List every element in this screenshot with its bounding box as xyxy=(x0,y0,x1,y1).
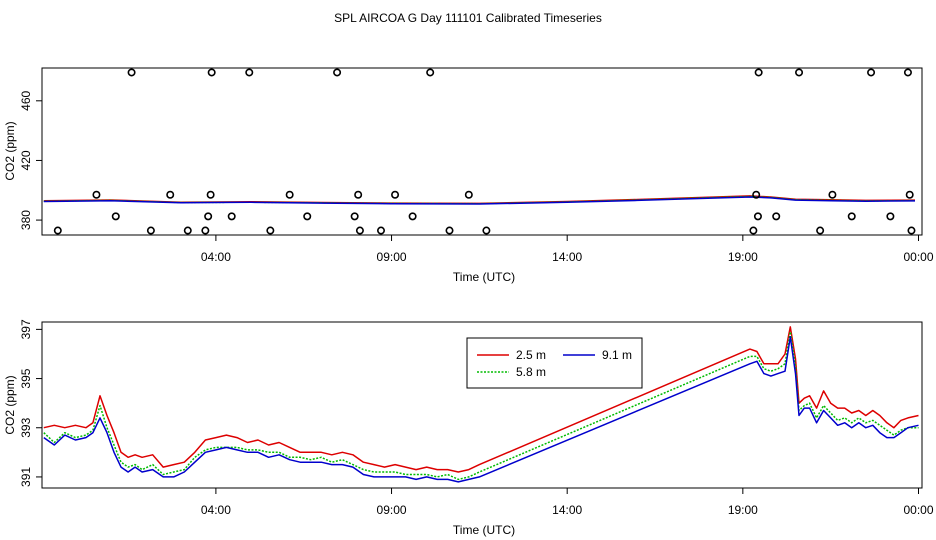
top-x-axis: 04:00 09:00 14:00 19:00 00:00 xyxy=(201,235,934,264)
scatter-point xyxy=(795,68,804,77)
legend: 2.5 m 9.1 m 5.8 m xyxy=(466,337,643,389)
series-line-9-1-m xyxy=(43,336,919,483)
scatter-point xyxy=(354,190,363,199)
scatter-point xyxy=(408,212,417,221)
scatter-point xyxy=(903,68,912,77)
x-tick-label: 14:00 xyxy=(552,250,582,264)
scatter-point xyxy=(426,68,435,77)
scatter-point xyxy=(111,212,120,221)
y-tick-label: 460 xyxy=(19,90,33,110)
scatter-point xyxy=(907,226,916,235)
scatter-point xyxy=(207,68,216,77)
scatter-point xyxy=(464,190,473,199)
y-tick-label: 380 xyxy=(19,210,33,230)
scatter-point xyxy=(333,68,342,77)
x-tick-label: 04:00 xyxy=(201,503,231,517)
bottom-y-axis: 391 393 395 397 xyxy=(19,319,42,487)
x-tick-label: 19:00 xyxy=(728,250,758,264)
scatter-point xyxy=(482,226,491,235)
x-tick-label: 09:00 xyxy=(377,250,407,264)
y-tick-label: 391 xyxy=(19,467,33,487)
top-x-axis-label: Time (UTC) xyxy=(453,270,515,284)
scatter-point xyxy=(285,190,294,199)
legend-label-2-5m: 2.5 m xyxy=(516,348,546,362)
y-tick-label: 420 xyxy=(19,150,33,170)
top-plot-frame xyxy=(41,67,923,236)
series-line-2-5-m xyxy=(43,326,919,473)
scatter-point xyxy=(867,68,876,77)
bottom-x-axis-label: Time (UTC) xyxy=(453,523,515,537)
scatter-point xyxy=(303,212,312,221)
y-tick-label: 397 xyxy=(19,319,33,339)
scatter-point xyxy=(752,190,761,199)
x-tick-label: 09:00 xyxy=(377,503,407,517)
y-tick-label: 393 xyxy=(19,417,33,437)
scatter-point xyxy=(828,190,837,199)
scatter-point xyxy=(183,226,192,235)
x-tick-label: 14:00 xyxy=(552,503,582,517)
top-y-axis: 380 420 460 xyxy=(19,90,42,230)
scatter-point xyxy=(92,190,101,199)
x-tick-label: 00:00 xyxy=(903,503,933,517)
scatter-point xyxy=(391,190,400,199)
figure-title: SPL AIRCOA G Day 111101 Calibrated Times… xyxy=(334,11,602,25)
scatter-point xyxy=(445,226,454,235)
x-tick-label: 04:00 xyxy=(201,250,231,264)
bottom-series-lines xyxy=(43,326,919,483)
bottom-y-axis-label: CO2 (ppm) xyxy=(3,375,17,434)
top-panel: 04:00 09:00 14:00 19:00 00:00 380 420 460 Time… xyxy=(3,67,934,284)
scatter-point xyxy=(146,226,155,235)
x-tick-label: 19:00 xyxy=(728,503,758,517)
top-series-lines xyxy=(43,195,916,205)
scatter-point xyxy=(127,68,136,77)
top-scatter-points xyxy=(53,68,916,235)
scatter-point xyxy=(749,226,758,235)
scatter-point xyxy=(201,226,210,235)
scatter-point xyxy=(754,68,763,77)
scatter-point xyxy=(166,190,175,199)
scatter-point xyxy=(772,212,781,221)
y-tick-label: 395 xyxy=(19,368,33,388)
bottom-panel: 04:00 09:00 14:00 19:00 00:00 391 393 395 397 T… xyxy=(3,319,934,537)
scatter-point xyxy=(753,212,762,221)
scatter-point xyxy=(355,226,364,235)
top-y-axis-label: CO2 (ppm) xyxy=(3,121,17,180)
series-line-9-1-m xyxy=(43,196,916,205)
legend-box xyxy=(466,337,643,389)
scatter-point xyxy=(266,226,275,235)
bottom-x-axis: 04:00 09:00 14:00 19:00 00:00 xyxy=(201,488,934,517)
scatter-point xyxy=(816,226,825,235)
bottom-plot-frame xyxy=(41,321,923,489)
scatter-point xyxy=(350,212,359,221)
scatter-point xyxy=(204,212,213,221)
x-tick-label: 00:00 xyxy=(903,250,933,264)
scatter-point xyxy=(905,190,914,199)
scatter-point xyxy=(206,190,215,199)
legend-label-9-1m: 9.1 m xyxy=(602,348,632,362)
scatter-point xyxy=(886,212,895,221)
scatter-point xyxy=(847,212,856,221)
scatter-point xyxy=(377,226,386,235)
scatter-point xyxy=(53,226,62,235)
legend-label-5-8m: 5.8 m xyxy=(516,365,546,379)
scatter-point xyxy=(227,212,236,221)
scatter-point xyxy=(245,68,254,77)
